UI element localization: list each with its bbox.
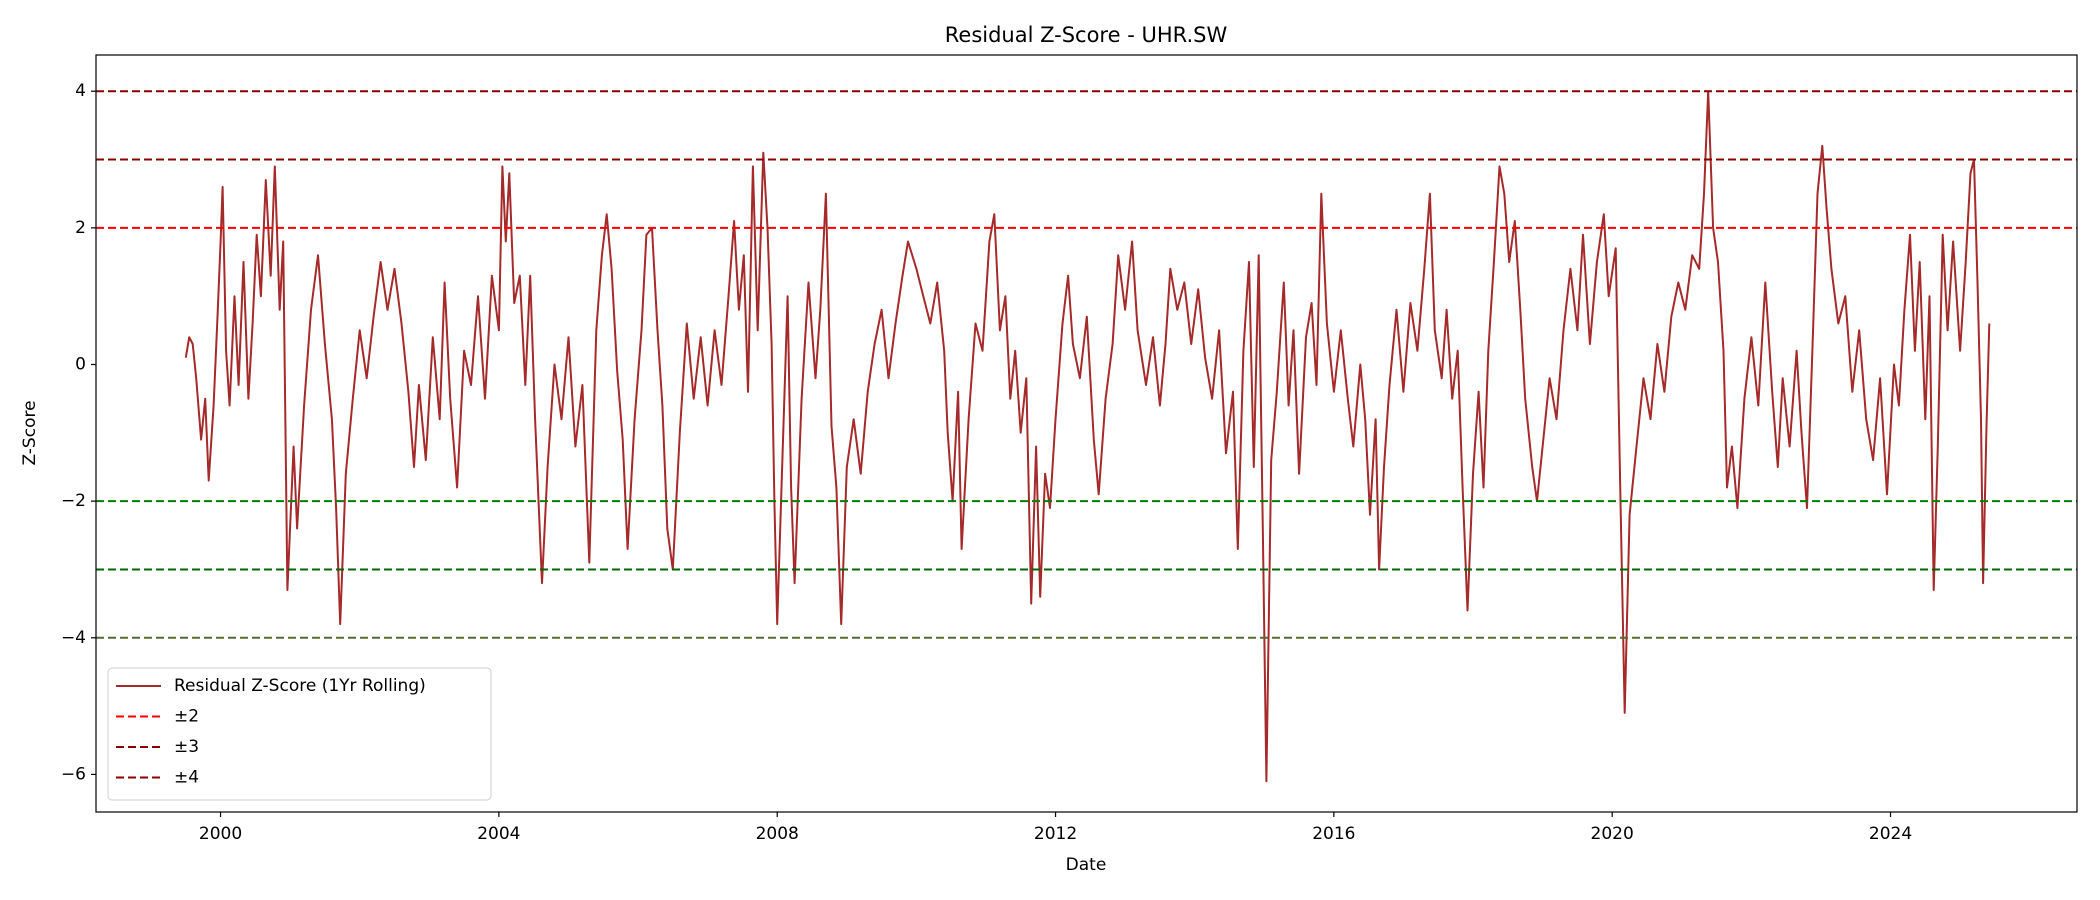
x-tick-label: 2008 (756, 824, 799, 844)
x-tick-label: 2020 (1591, 824, 1634, 844)
legend-label: Residual Z-Score (1Yr Rolling) (174, 676, 426, 696)
y-tick-label: −2 (61, 491, 86, 511)
y-tick-label: 2 (75, 218, 86, 238)
legend-label: ±4 (174, 768, 199, 788)
x-axis-label: Date (1066, 855, 1107, 875)
legend-label: ±2 (174, 707, 199, 727)
x-tick-label: 2024 (1869, 824, 1912, 844)
data-line (184, 90, 1991, 783)
y-tick-label: −4 (61, 628, 86, 648)
y-tick-label: 4 (75, 81, 86, 101)
chart-title: Residual Z-Score - UHR.SW (945, 23, 1228, 47)
legend-label: ±3 (174, 737, 199, 757)
legend-box (107, 667, 492, 801)
y-axis-label: Z-Score (20, 400, 40, 465)
x-tick-label: 2016 (1312, 824, 1355, 844)
y-tick-label: −6 (61, 764, 86, 784)
plot-frame (95, 54, 2078, 813)
y-tick-label: 0 (75, 354, 86, 374)
x-tick-label: 2012 (1034, 824, 1077, 844)
x-tick-label: 2000 (199, 824, 242, 844)
x-tick-label: 2004 (477, 824, 520, 844)
